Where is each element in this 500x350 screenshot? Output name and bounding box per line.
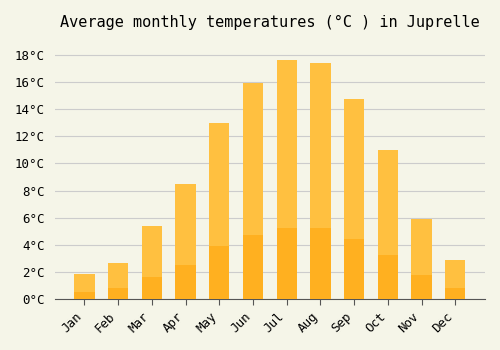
Bar: [412, 219, 432, 300]
Bar: [142, 278, 162, 300]
Bar: [209, 122, 230, 300]
Bar: [243, 83, 263, 300]
Bar: [74, 274, 94, 300]
Bar: [445, 260, 466, 300]
Bar: [276, 228, 297, 300]
Bar: [108, 263, 128, 300]
Bar: [344, 239, 364, 300]
Bar: [108, 288, 128, 300]
Bar: [445, 288, 466, 300]
Bar: [378, 150, 398, 300]
Bar: [412, 275, 432, 300]
Bar: [142, 226, 162, 300]
Bar: [209, 246, 230, 300]
Bar: [310, 63, 330, 300]
Bar: [310, 229, 330, 300]
Bar: [243, 234, 263, 300]
Title: Average monthly temperatures (°C ) in Juprelle: Average monthly temperatures (°C ) in Ju…: [60, 15, 480, 30]
Bar: [378, 254, 398, 300]
Bar: [176, 265, 196, 300]
Bar: [344, 99, 364, 300]
Bar: [176, 184, 196, 300]
Bar: [276, 60, 297, 300]
Bar: [74, 292, 94, 300]
